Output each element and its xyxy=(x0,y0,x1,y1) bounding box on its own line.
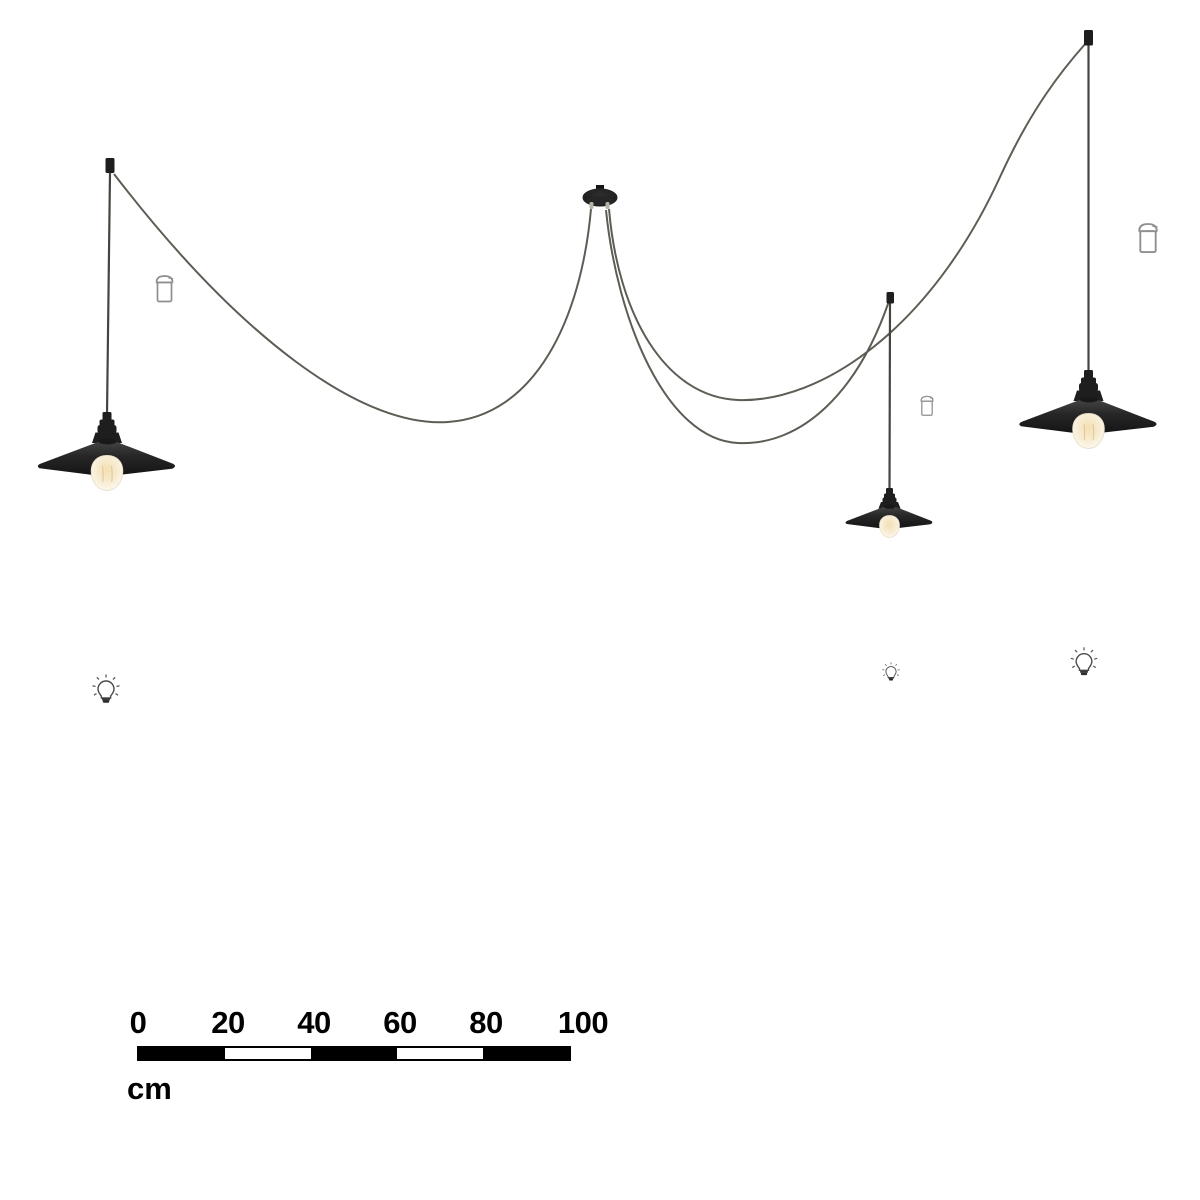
pendant-lamp-middle[interactable] xyxy=(845,488,933,538)
ruler-tick-0: 0 xyxy=(129,1005,147,1040)
ruler-segment xyxy=(483,1048,569,1059)
ruler-tick-20: 20 xyxy=(211,1005,245,1040)
swag-hooks xyxy=(105,30,1093,304)
cord-left xyxy=(105,171,112,416)
cable-to-left-hook xyxy=(113,173,592,424)
swag-cables xyxy=(113,42,1087,445)
socket-right-top xyxy=(1084,370,1093,379)
ruler-tick-60: 60 xyxy=(383,1005,417,1040)
bulb-option-left-icon[interactable] xyxy=(91,673,121,704)
ruler-tick-100: 100 xyxy=(557,1005,609,1040)
pendant-lamp-left[interactable] xyxy=(37,412,176,491)
ruler-tick-80: 80 xyxy=(469,1005,503,1040)
cable-to-middle-hook xyxy=(605,209,890,445)
socket-left-top xyxy=(102,412,112,421)
rose-cable-grip-left xyxy=(589,202,594,209)
swag-hook-right[interactable] xyxy=(1084,30,1093,46)
shade-right-collar xyxy=(1080,396,1098,403)
rose-cable-grip-right xyxy=(605,202,610,209)
ruler-bar xyxy=(137,1046,571,1061)
socket-left-rings xyxy=(97,425,117,434)
swag-hook-middle[interactable] xyxy=(886,292,895,304)
delete-pendant-middle-icon[interactable] xyxy=(920,395,934,416)
cord-middle xyxy=(888,302,892,492)
socket-right-mid xyxy=(1081,377,1096,385)
ruler-segment xyxy=(139,1048,225,1059)
bulb-option-middle-icon[interactable] xyxy=(881,661,901,682)
bulb-left-filament xyxy=(102,465,113,483)
ruler-segment xyxy=(311,1048,397,1059)
ceiling-rose[interactable] xyxy=(582,185,618,209)
bulb-left xyxy=(90,455,124,491)
ruler-unit-label: cm xyxy=(127,1071,172,1106)
socket-middle-mid xyxy=(884,493,895,499)
ruler-tick-40: 40 xyxy=(297,1005,331,1040)
bulb-option-right-icon[interactable] xyxy=(1070,646,1098,676)
bulb-middle xyxy=(879,515,900,538)
socket-left-mid xyxy=(99,419,115,427)
ruler-segment xyxy=(397,1048,483,1059)
drop-cords xyxy=(105,45,1090,492)
socket-right-rings xyxy=(1079,383,1098,392)
swag-hook-left[interactable] xyxy=(105,158,115,173)
delete-pendant-left-icon[interactable] xyxy=(155,275,174,303)
socket-middle-top xyxy=(886,488,893,495)
socket-middle-rings xyxy=(882,497,897,503)
shade-left-collar xyxy=(98,438,117,445)
scale-ruler: 0 20 40 60 80 100 cm xyxy=(127,1005,609,1116)
delete-pendant-right-icon[interactable] xyxy=(1137,223,1159,253)
shade-middle-collar xyxy=(883,504,896,509)
bulb-right-filament xyxy=(1083,423,1095,441)
bulb-right xyxy=(1072,413,1105,449)
cable-to-right-hook xyxy=(608,42,1087,402)
ruler-segment xyxy=(225,1048,311,1059)
pendant-lamp-right[interactable] xyxy=(1019,370,1157,449)
